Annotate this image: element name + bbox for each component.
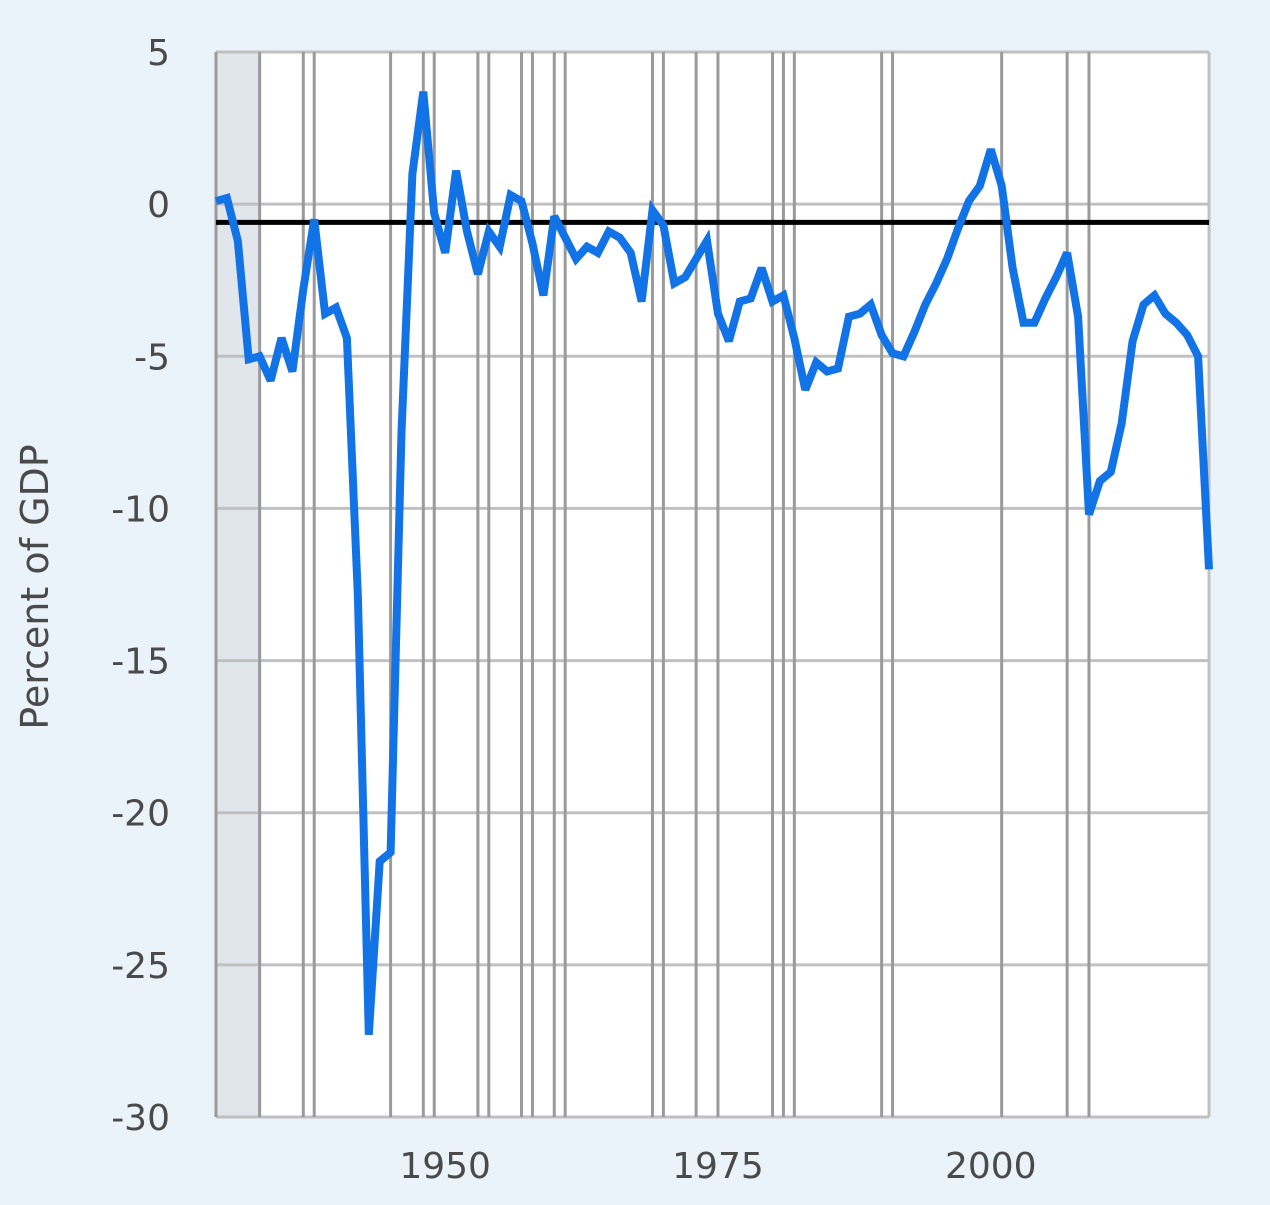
y-tick-label: -20 [111,794,170,835]
shaded-period [216,52,260,1117]
y-tick-label: 5 [147,33,170,74]
y-tick-label: -5 [134,337,170,378]
y-tick-label: -25 [111,946,170,987]
y-tick-label: 0 [147,185,170,226]
x-tick-label: 1975 [672,1146,764,1187]
y-tick-label: -30 [111,1098,170,1139]
y-axis-label: Percent of GDP [13,444,57,729]
y-tick-label: -10 [111,489,170,530]
series-line [214,91,1213,1036]
y-tick-label: -15 [111,642,170,683]
x-tick-label: 2000 [945,1146,1037,1187]
x-tick-label: 1950 [399,1146,491,1187]
plot-area [216,52,1209,1117]
